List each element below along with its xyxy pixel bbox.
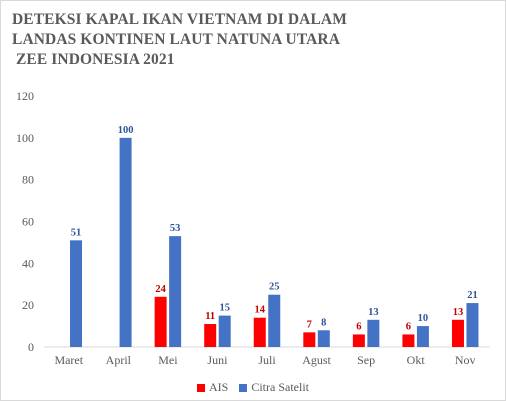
data-label-citra-satelit: 51	[71, 227, 82, 238]
bar-ais	[154, 296, 167, 347]
legend-swatch-ais	[197, 383, 205, 392]
bar-ais	[451, 319, 464, 347]
data-label-citra-satelit: 25	[269, 282, 280, 293]
legend-label-ais: AIS	[209, 380, 229, 394]
bar-ais	[253, 317, 266, 347]
y-tick-label: 120	[16, 89, 34, 103]
x-tick-label: Nov	[455, 353, 476, 367]
y-axis: 0 20 40 60 80 100 120	[16, 89, 34, 354]
bar-ais	[303, 332, 316, 347]
chart-title-line-2: LANDAS KONTINEN LAUT NATUNA UTARA	[12, 31, 340, 48]
data-label-citra-satelit: 21	[467, 290, 478, 301]
x-tick-label: Agust	[302, 353, 331, 367]
x-tick-label: Okt	[407, 353, 426, 367]
bar-citra-satelit	[119, 137, 132, 347]
legend-swatch-citra-satelit	[239, 383, 248, 392]
data-label-ais: 6	[356, 321, 361, 332]
legend: AIS Citra Satelit	[0, 380, 506, 396]
bar-ais	[402, 334, 415, 347]
bar-ais	[352, 334, 365, 347]
data-label-ais: 14	[255, 305, 266, 316]
data-label-ais: 7	[307, 319, 312, 330]
data-label-citra-satelit: 10	[418, 313, 429, 324]
x-axis: Maret April Mei Juni Juli Agust Sep Okt Nov	[44, 346, 490, 367]
chart-title-line-3: ZEE INDONESIA 2021	[12, 51, 175, 68]
bar-citra-satelit	[466, 303, 479, 347]
data-label-citra-satelit: 15	[219, 303, 230, 314]
legend-item-citra-satelit: Citra Satelit	[239, 380, 309, 395]
bar-citra-satelit	[218, 315, 231, 347]
y-tick-label: 100	[16, 131, 34, 145]
y-tick-label: 0	[28, 340, 34, 354]
x-tick-label: Sep	[357, 353, 375, 367]
bar-citra-satelit	[169, 236, 182, 347]
bar-chart: 0 20 40 60 80 100 120 Maret April Mei Juni Juli Agu…	[16, 89, 490, 367]
x-tick-label: Maret	[54, 353, 83, 367]
bar-citra-satelit	[70, 240, 83, 347]
legend-item-ais: AIS	[197, 380, 228, 395]
data-label-ais: 6	[406, 321, 411, 332]
x-tick-label: Juni	[207, 353, 228, 367]
x-tick-label: April	[106, 353, 132, 367]
bar-citra-satelit	[367, 319, 380, 347]
chart-title: DETEKSI KAPAL IKAN VIETNAM DI DALAM LAND…	[12, 10, 347, 70]
data-label-citra-satelit: 13	[368, 307, 379, 318]
bar-ais	[204, 323, 217, 347]
data-label-citra-satelit: 8	[321, 317, 326, 328]
legend-label-citra-satelit: Citra Satelit	[251, 380, 309, 394]
data-label-ais: 24	[155, 284, 166, 295]
y-tick-label: 80	[22, 173, 34, 187]
bars	[70, 137, 479, 347]
x-tick-label: Mei	[158, 353, 178, 367]
bar-citra-satelit	[317, 330, 330, 347]
data-label-ais: 11	[205, 311, 215, 322]
x-tick-label: Juli	[258, 353, 276, 367]
bar-citra-satelit	[416, 326, 429, 347]
y-tick-label: 40	[22, 256, 34, 270]
data-label-citra-satelit: 100	[118, 125, 134, 136]
data-label-citra-satelit: 53	[170, 223, 181, 234]
bar-citra-satelit	[268, 294, 281, 347]
data-label-ais: 13	[453, 307, 464, 318]
chart-title-line-1: DETEKSI KAPAL IKAN VIETNAM DI DALAM	[12, 11, 347, 28]
y-tick-label: 60	[22, 215, 34, 229]
y-tick-label: 20	[22, 298, 34, 312]
